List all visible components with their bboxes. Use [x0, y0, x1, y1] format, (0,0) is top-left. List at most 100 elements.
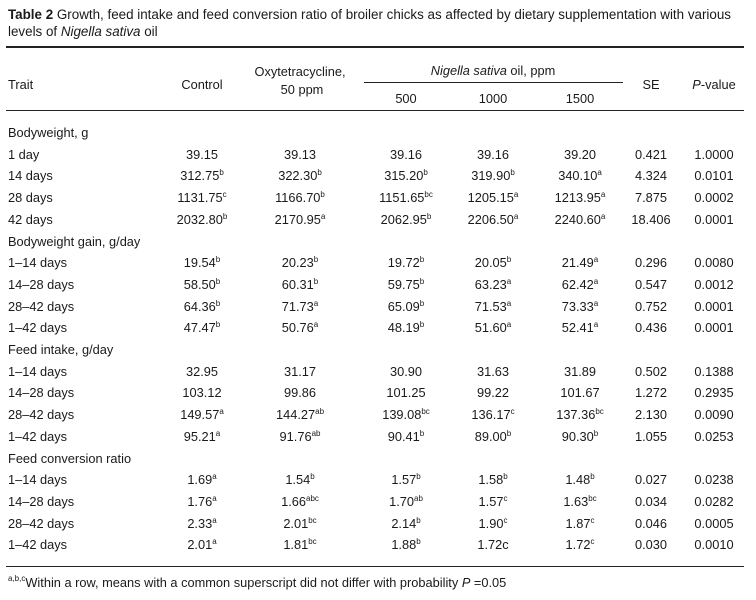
table-cell: 2.01a — [187, 537, 216, 555]
pvalue-cell: 0.0253 — [694, 429, 734, 444]
cell-superscript: a — [593, 320, 599, 329]
cell-value: 65.09 — [387, 299, 420, 314]
cell-superscript: b — [506, 255, 512, 264]
cell-superscript: bc — [595, 407, 604, 416]
cell-superscript: a — [506, 320, 512, 329]
cell-value: 90.30 — [561, 429, 594, 444]
se-cell: 0.027 — [634, 472, 668, 487]
cell-superscript: a — [219, 407, 224, 416]
cell-value: 47.47 — [183, 320, 216, 335]
cell-superscript: a — [600, 190, 606, 199]
table-cell: 32.95 — [186, 364, 218, 380]
footnote-tail: =0.05 — [470, 575, 507, 590]
cell-value: 39.20 — [563, 147, 597, 162]
cell-value: 71.53 — [474, 299, 507, 314]
table-cell: 1166.70b — [275, 190, 325, 208]
se-cell: 2.130 — [634, 407, 668, 422]
table-cell: 59.75b — [388, 277, 424, 295]
table-cell: 1.58b — [478, 472, 507, 490]
cell-value: 340.10 — [558, 168, 598, 183]
table-cell: 136.17c — [471, 407, 514, 425]
cell-superscript: a — [593, 299, 599, 308]
pvalue-cell: 0.0101 — [694, 168, 734, 183]
cell-superscript: c — [503, 494, 508, 503]
table-cell: 20.05b — [475, 255, 511, 273]
table-cell: 73.33a — [562, 299, 598, 317]
caption-tail: oil — [140, 24, 158, 39]
cell-value: 1151.65 — [379, 190, 425, 205]
cell-value: 39.15 — [185, 147, 219, 162]
cell-value: 1.58 — [478, 472, 504, 487]
table-cell: 39.15 — [186, 147, 218, 163]
table-cell: 1.72c — [477, 537, 508, 553]
cell-value: 48.19 — [387, 320, 420, 335]
cell-value: 20.23 — [281, 255, 314, 270]
cell-value: 52.41 — [561, 320, 594, 335]
pvalue-cell: 0.1388 — [694, 364, 734, 379]
header-dose-500: 500 — [395, 91, 417, 106]
table-cell: 2062.95b — [381, 212, 432, 230]
table-cell: 315.20b — [384, 168, 428, 186]
cell-value: 1.66 — [281, 494, 307, 509]
table-cell: 101.67 — [560, 385, 599, 401]
section-label: Feed intake, g/day — [8, 342, 114, 357]
row-label: 1 day — [8, 147, 40, 162]
table-cell: 63.23a — [475, 277, 511, 295]
cell-superscript: c — [510, 407, 515, 416]
cell-value: 1.48 — [565, 472, 591, 487]
cell-value: 31.17 — [283, 364, 317, 379]
cell-superscript: b — [416, 537, 421, 546]
pvalue-cell: 0.0080 — [694, 255, 734, 270]
cell-value: 2.33 — [187, 516, 213, 531]
table-cell: 62.42a — [562, 277, 598, 295]
table-cell: 340.10a — [558, 168, 602, 186]
table-cell: 322.30b — [278, 168, 322, 186]
table-cell: 2032.80b — [177, 212, 228, 230]
cell-value: 137.36 — [556, 407, 596, 422]
cell-superscript: b — [219, 168, 224, 177]
cell-value: 20.05 — [474, 255, 507, 270]
cell-value: 39.13 — [283, 147, 317, 162]
cell-value: 1.76 — [187, 494, 213, 509]
header-oxytetracycline-dose: 50 ppm — [280, 82, 324, 97]
cell-superscript: a — [506, 299, 512, 308]
caption-text: Growth, feed intake and feed conversion … — [8, 7, 731, 39]
cell-superscript: a — [600, 212, 606, 221]
table-cell: 31.63 — [477, 364, 509, 380]
cell-value: 1.90 — [478, 516, 504, 531]
header-pvalue-italic: P — [692, 77, 701, 92]
table-cell: 1.63bc — [563, 494, 596, 512]
row-label: 14–28 days — [8, 494, 75, 509]
cell-superscript: a — [212, 494, 217, 503]
row-label: 28 days — [8, 190, 53, 205]
row-label: 14–28 days — [8, 385, 75, 400]
cell-superscript: b — [320, 190, 325, 199]
cell-superscript: b — [317, 168, 322, 177]
cell-value: 99.86 — [283, 385, 317, 400]
cell-superscript: a — [597, 168, 602, 177]
caption-italic: Nigella sativa — [60, 24, 141, 39]
cell-value: 1.63 — [563, 494, 589, 509]
cell-superscript: a — [313, 320, 319, 329]
cell-superscript: a — [593, 255, 599, 264]
cell-superscript: b — [506, 429, 512, 438]
cell-superscript: b — [419, 320, 425, 329]
footnote: a,b,cWithin a row, means with a common s… — [8, 574, 507, 590]
table-cell: 52.41a — [562, 320, 598, 338]
cell-value: 39.16 — [389, 147, 423, 162]
cell-value: 139.08 — [382, 407, 422, 422]
table-cell: 101.25 — [386, 385, 425, 401]
table-cell: 1213.95a — [555, 190, 606, 208]
se-cell: 0.296 — [634, 255, 668, 270]
header-oxytetracycline: Oxytetracycline, — [254, 64, 346, 79]
pvalue-cell: 0.0282 — [694, 494, 734, 509]
pvalue-cell: 0.0001 — [694, 299, 734, 314]
row-label: 14–28 days — [8, 277, 75, 292]
header-pvalue: P-value — [692, 76, 735, 93]
table-cell: 319.90b — [471, 168, 515, 186]
cell-value: 2240.60 — [554, 212, 601, 227]
table-cell: 21.49a — [562, 255, 598, 273]
table-cell: 90.41b — [388, 429, 424, 447]
cell-value: 1.88 — [391, 537, 417, 552]
cell-superscript: bc — [308, 537, 317, 546]
